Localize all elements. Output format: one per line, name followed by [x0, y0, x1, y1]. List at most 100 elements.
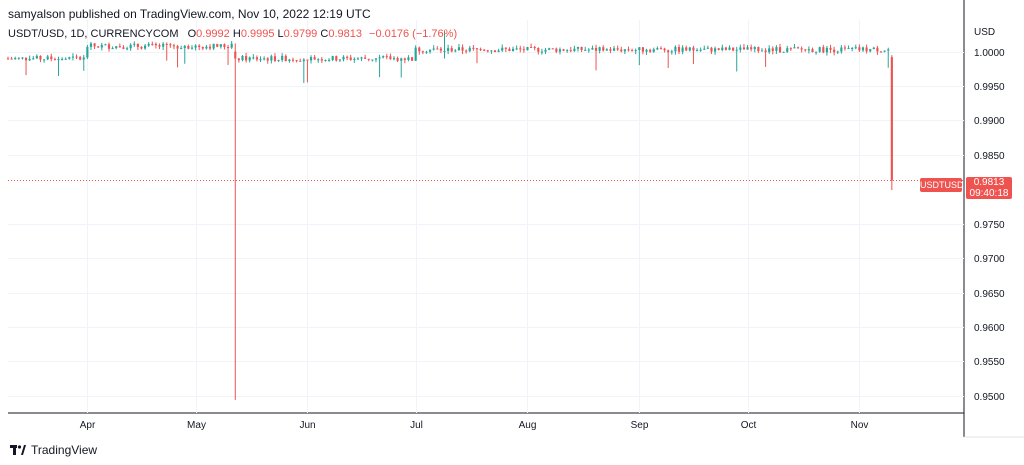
candle-body — [732, 47, 735, 51]
candle-body — [475, 48, 479, 50]
candle — [104, 43, 107, 46]
candle — [786, 45, 789, 53]
tradingview-logo-icon — [10, 445, 26, 455]
candle — [259, 56, 262, 63]
candle-body — [472, 47, 475, 49]
candle-body — [335, 56, 338, 61]
candle — [486, 49, 489, 53]
candle — [515, 45, 518, 51]
candle-body — [872, 47, 875, 50]
candle-body — [540, 51, 543, 53]
candle — [764, 48, 767, 67]
candle — [385, 53, 388, 60]
candle — [815, 51, 818, 55]
candle-body — [284, 55, 287, 62]
candle — [569, 46, 572, 53]
candle-body — [851, 47, 854, 49]
candle-body — [252, 57, 255, 59]
tradingview-footer: TradingView — [10, 443, 97, 457]
candle — [327, 58, 331, 62]
candle-body — [50, 56, 53, 60]
tradingview-brand[interactable]: TradingView — [31, 443, 98, 457]
candle-body — [562, 49, 565, 51]
candle — [656, 46, 659, 51]
candle — [479, 47, 482, 52]
candles — [6, 31, 964, 400]
candle — [219, 44, 222, 49]
candle — [248, 56, 251, 63]
candle — [768, 45, 771, 54]
time-tick-label: Nov — [851, 420, 869, 431]
candle-body — [198, 45, 201, 48]
candle — [389, 53, 392, 60]
candle-body — [757, 47, 760, 52]
candle — [165, 42, 168, 61]
candle — [822, 44, 825, 54]
candle-body — [670, 51, 673, 53]
candle — [97, 46, 100, 48]
candle — [811, 47, 814, 53]
candle — [659, 46, 663, 50]
chart-grid — [8, 0, 1024, 438]
candle — [721, 44, 724, 52]
published-info: samyalson published on TradingView.com, … — [8, 7, 371, 21]
candle — [703, 45, 706, 51]
candle — [122, 45, 125, 50]
candle — [858, 44, 861, 53]
candle — [273, 53, 277, 63]
candle-body — [32, 58, 35, 60]
candle-body — [187, 46, 190, 49]
candle-body — [533, 46, 536, 49]
candle-body — [42, 59, 46, 61]
candle-body — [79, 57, 82, 60]
candle-body — [75, 56, 78, 58]
candle-body — [86, 46, 89, 58]
symbol-label[interactable]: USDT/USD, 1D, CURRENCYCOM — [8, 28, 179, 40]
candle — [190, 45, 194, 50]
candle — [374, 58, 378, 63]
candle-body — [457, 47, 461, 51]
candle — [201, 46, 204, 51]
price-axis[interactable]: USD 1.0000 0.9950 0.9900 0.9850 0.9750 0.9700 0… — [974, 27, 1005, 403]
candle — [833, 46, 836, 56]
candle-body — [230, 43, 233, 48]
candle — [724, 46, 727, 51]
close-value: 0.9813 — [328, 28, 362, 40]
candle-body — [667, 50, 670, 53]
candle — [299, 58, 302, 62]
price-tick-label: 0.9900 — [974, 116, 1005, 127]
candle-body — [281, 55, 284, 60]
candle-body — [194, 45, 197, 48]
candle-body — [356, 58, 360, 60]
candle-body — [151, 43, 154, 45]
candle-body — [263, 58, 266, 60]
candle — [6, 56, 10, 60]
candle — [825, 45, 828, 56]
candle-body — [454, 50, 457, 52]
candle — [57, 56, 60, 76]
candle-body — [93, 43, 96, 47]
candle-body — [169, 44, 172, 46]
candle-body — [479, 49, 482, 51]
candle — [555, 47, 558, 54]
candle-body — [858, 47, 861, 51]
candle-body — [490, 50, 493, 52]
candle — [461, 44, 464, 55]
candle — [677, 44, 681, 55]
candle-body — [313, 57, 316, 60]
candle — [847, 45, 850, 50]
candle-body — [17, 57, 20, 59]
candle — [172, 43, 176, 50]
candle-body — [309, 57, 313, 61]
candle — [10, 56, 13, 60]
candle-body — [35, 55, 38, 59]
candle-body — [118, 46, 121, 48]
candle-body — [631, 50, 634, 52]
candle-body — [71, 56, 75, 58]
candle-body — [407, 57, 410, 60]
candle — [818, 46, 821, 53]
candle — [699, 47, 702, 52]
candle — [465, 49, 468, 54]
time-axis[interactable]: Apr May Jun Jul Aug Sep Oct Nov — [80, 420, 869, 431]
